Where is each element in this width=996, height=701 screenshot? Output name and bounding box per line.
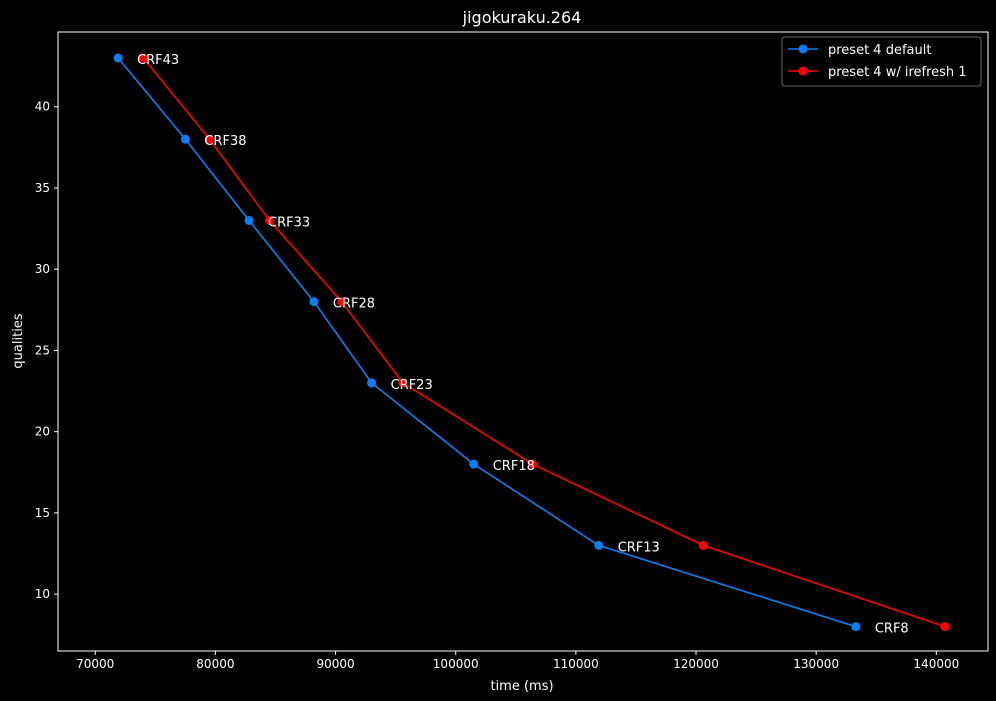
series-2-point bbox=[337, 297, 347, 307]
y-tick-label: 10 bbox=[35, 587, 50, 601]
series-1-point bbox=[309, 297, 319, 307]
x-tick-label: 140000 bbox=[913, 657, 959, 671]
series-2-point bbox=[264, 215, 274, 225]
y-tick-label: 35 bbox=[35, 181, 50, 195]
x-axis-label: time (ms) bbox=[490, 679, 553, 694]
crf-annotation: CRF33 bbox=[268, 215, 310, 230]
x-tick-label: 130000 bbox=[793, 657, 839, 671]
series-1-point bbox=[469, 459, 479, 469]
series-2-point bbox=[398, 378, 408, 388]
legend-marker-2 bbox=[798, 66, 808, 76]
x-tick-label: 90000 bbox=[316, 657, 354, 671]
crf-annotation: CRF28 bbox=[333, 297, 375, 312]
series-2-point bbox=[138, 53, 148, 63]
crf-annotation: CRF18 bbox=[493, 459, 535, 474]
legend-label-1: preset 4 default bbox=[828, 43, 931, 58]
legend-marker-1 bbox=[798, 44, 808, 54]
crf-annotation: CRF43 bbox=[137, 53, 179, 68]
axes bbox=[57, 31, 989, 652]
x-tick-label: 110000 bbox=[553, 657, 599, 671]
series-1-point bbox=[180, 134, 190, 144]
plot-frame bbox=[57, 31, 989, 652]
series-2-point bbox=[528, 459, 538, 469]
x-tick-label: 80000 bbox=[196, 657, 234, 671]
series-1-point bbox=[113, 53, 123, 63]
x-tick-label: 120000 bbox=[673, 657, 719, 671]
series-line-1 bbox=[117, 57, 857, 628]
y-tick-label: 40 bbox=[35, 100, 50, 114]
crf-annotation: CRF13 bbox=[618, 540, 660, 555]
y-tick-label: 30 bbox=[35, 262, 50, 276]
crf-annotation: CRF38 bbox=[204, 134, 246, 149]
crf-annotation: CRF23 bbox=[391, 378, 433, 393]
y-tick-label: 25 bbox=[35, 343, 50, 357]
series-1-point bbox=[851, 622, 861, 632]
y-axis-ticks: 10 15 20 25 30 35 40 bbox=[35, 100, 58, 601]
series-line-2 bbox=[142, 57, 945, 628]
series-1-point bbox=[367, 378, 377, 388]
series-2-point bbox=[204, 134, 214, 144]
series-2-point bbox=[940, 622, 950, 632]
series-layer bbox=[113, 53, 950, 632]
y-tick-label: 15 bbox=[35, 506, 50, 520]
chart-title: jigokuraku.264 bbox=[462, 8, 582, 27]
x-axis-ticks: 70000 80000 90000 100000 110000 120000 130000 1… bbox=[76, 651, 959, 671]
crf-annotation: CRF8 bbox=[875, 622, 909, 637]
series-2-point bbox=[698, 540, 708, 550]
series-1-point bbox=[244, 215, 254, 225]
series-1-point bbox=[594, 540, 604, 550]
y-tick-label: 20 bbox=[35, 425, 50, 439]
legend-label-2: preset 4 w/ irefresh 1 bbox=[828, 65, 967, 80]
annotation-layer: CRF43 CRF38 CRF33 CRF28 CRF23 CRF18 CRF13 CRF8 bbox=[137, 53, 909, 637]
x-tick-label: 70000 bbox=[76, 657, 114, 671]
y-axis-label: qualities bbox=[11, 313, 26, 368]
legend-box bbox=[781, 36, 982, 87]
legend: preset 4 default preset 4 w/ irefresh 1 bbox=[781, 36, 982, 87]
x-tick-label: 100000 bbox=[433, 657, 479, 671]
